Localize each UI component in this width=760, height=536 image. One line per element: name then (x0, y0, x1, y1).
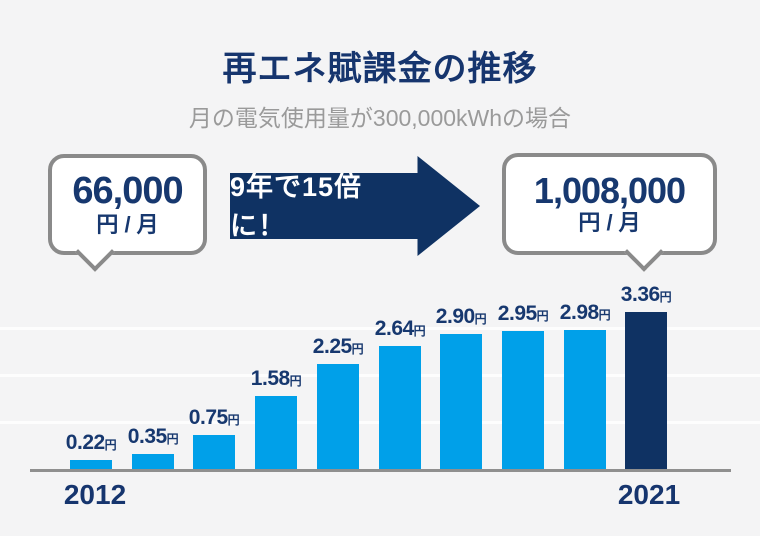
bar-2012 (70, 460, 112, 470)
x-axis-label-2012: 2012 (63, 479, 127, 510)
bar-value-label-2016: 2.25円 (312, 335, 364, 358)
bar-value-label-2013: 0.35円 (127, 425, 179, 448)
x-axis-label-2021: 2021 (617, 479, 681, 510)
growth-arrow-icon: 9年で15倍に！ (230, 156, 480, 256)
page-subtitle: 月の電気使用量が300,000kWhの場合 (188, 105, 572, 131)
bar-2017 (379, 346, 421, 470)
x-axis-line (30, 469, 731, 472)
end-amount-bubble: 1,008,000 円 / 月 (502, 153, 717, 272)
bubble-tail-icon (75, 232, 115, 272)
bar-2019 (502, 331, 544, 470)
bar-value-label-2018: 2.90円 (435, 305, 487, 328)
bar-2020 (564, 330, 606, 470)
bar-value-label-2012: 0.22円 (65, 431, 117, 454)
bar-2013 (132, 454, 174, 470)
page-title: 再エネ賦課金の推移 (222, 50, 538, 88)
bar-value-label-2017: 2.64円 (374, 317, 426, 340)
growth-arrow-label: 9年で15倍に！ (230, 171, 363, 241)
bar-2021 (625, 312, 667, 470)
bar-2018 (440, 334, 482, 470)
bar-2015 (255, 396, 297, 470)
bar-2016 (317, 364, 359, 470)
bar-value-label-2019: 2.95円 (497, 302, 549, 325)
bar-2014 (193, 435, 235, 470)
start-amount-unit: 円 / 月 (96, 211, 159, 237)
end-amount-value: 1,008,000 (533, 170, 686, 212)
start-amount-value: 66,000 (72, 169, 183, 212)
start-amount-bubble: 66,000 円 / 月 (48, 154, 207, 272)
gridline (0, 327, 760, 330)
bar-value-label-2014: 0.75円 (188, 406, 240, 429)
bar-value-label-2020: 2.98円 (559, 301, 611, 324)
bars-layer: 0.22円 0.35円 0.75円 1.58円 2.25円 2.64円 2.90円 2.95円… (0, 280, 760, 470)
bubble-tail-icon (624, 232, 664, 272)
bar-value-label-2021: 3.36円 (620, 283, 672, 306)
end-amount-unit: 円 / 月 (578, 210, 641, 236)
bar-value-label-2015: 1.58円 (250, 367, 302, 390)
